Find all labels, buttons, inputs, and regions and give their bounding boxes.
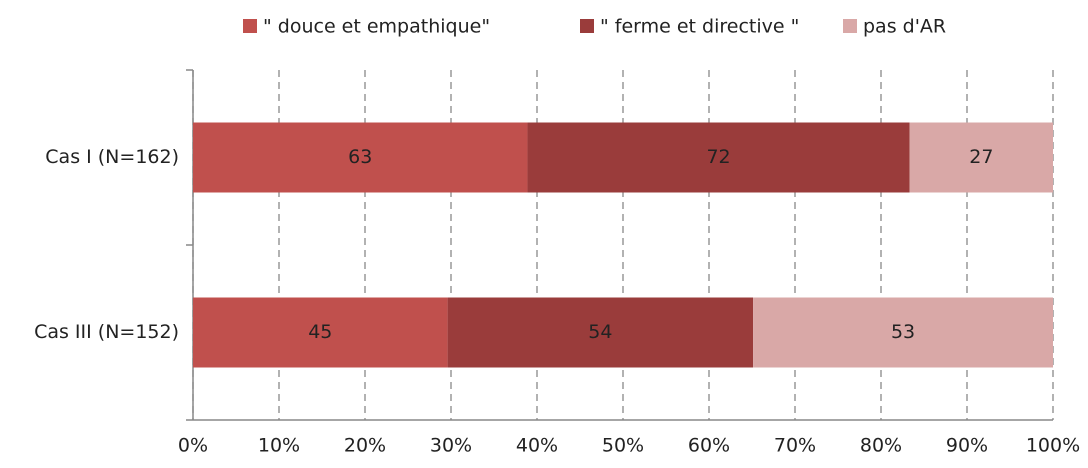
legend-swatch: [243, 19, 257, 33]
bar-segment: [909, 122, 1053, 193]
legend-label: " ferme et directive ": [600, 16, 799, 38]
bar-segment: [193, 297, 448, 368]
bar-segment: [753, 297, 1053, 368]
bar-segment: [447, 297, 754, 368]
x-tick-label: 50%: [602, 435, 644, 457]
data-label: 63: [348, 146, 372, 168]
data-label: 53: [891, 321, 915, 343]
legend-swatch: [843, 19, 857, 33]
x-tick-label: 30%: [430, 435, 472, 457]
data-label: 72: [706, 146, 730, 168]
x-tick-label: 0%: [178, 435, 208, 457]
bar-segment: [527, 122, 910, 193]
y-tick-label: Cas III (N=152): [34, 321, 179, 343]
x-tick-label: 100%: [1026, 435, 1080, 457]
data-label: 54: [588, 321, 612, 343]
x-tick-label: 60%: [688, 435, 730, 457]
y-tick-label: Cas I (N=162): [45, 146, 179, 168]
legend-swatch: [580, 19, 594, 33]
bar-segment: [193, 122, 528, 193]
x-tick-label: 90%: [946, 435, 988, 457]
x-tick-label: 20%: [344, 435, 386, 457]
x-tick-label: 40%: [516, 435, 558, 457]
x-tick-label: 10%: [258, 435, 300, 457]
data-label: 27: [969, 146, 993, 168]
legend-label: " douce et empathique": [263, 16, 490, 38]
x-tick-label: 70%: [774, 435, 816, 457]
data-label: 45: [308, 321, 332, 343]
x-tick-label: 80%: [860, 435, 902, 457]
legend-label: pas d'AR: [863, 16, 946, 38]
